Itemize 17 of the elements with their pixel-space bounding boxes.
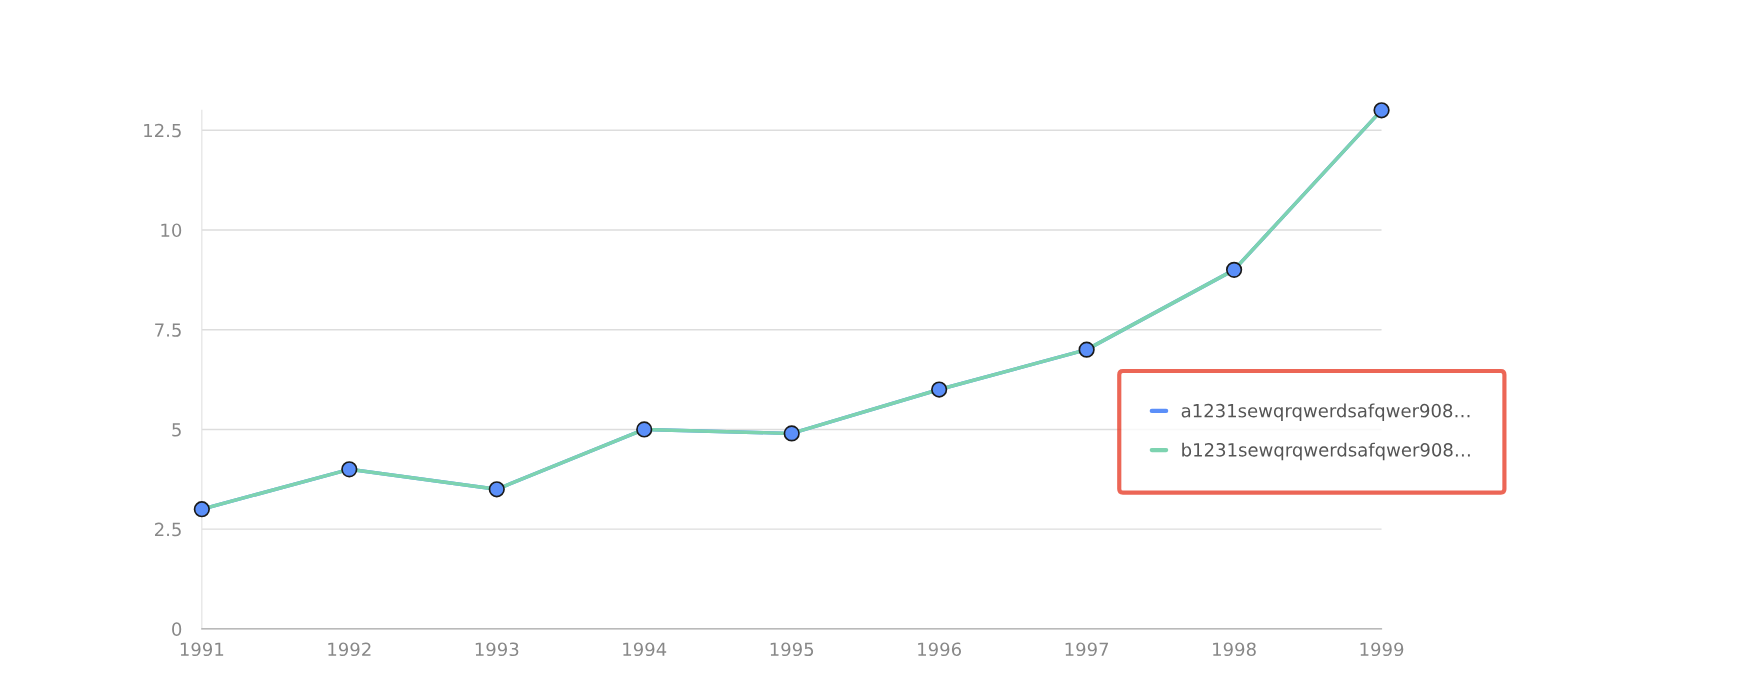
x-tick-label: 1995	[770, 642, 814, 657]
legend-label: a1231sewqrqwerdsafqwer908…	[1181, 403, 1470, 421]
y-tick-label: 5	[172, 423, 181, 437]
y-tick-label: 12.5	[144, 123, 181, 138]
x-tick-label: 1999	[1360, 642, 1404, 657]
legend-label: b1231sewqrqwerdsafqwer908…	[1182, 442, 1470, 461]
x-tick-label: 1998	[1213, 642, 1256, 657]
x-tick-label: 1997	[1065, 642, 1109, 657]
y-tick-label: 2.5	[155, 522, 181, 537]
x-tick-label: 1994	[623, 642, 667, 657]
y-tick-label: 7.5	[155, 323, 181, 337]
x-tick-label: 1992	[328, 642, 371, 657]
x-tick-label: 1996	[918, 642, 961, 657]
y-tick-label: 0	[172, 622, 182, 637]
x-tick-label: 1993	[475, 642, 519, 657]
x-tick-label: 1991	[180, 642, 224, 657]
y-tick-label: 10	[161, 223, 182, 238]
